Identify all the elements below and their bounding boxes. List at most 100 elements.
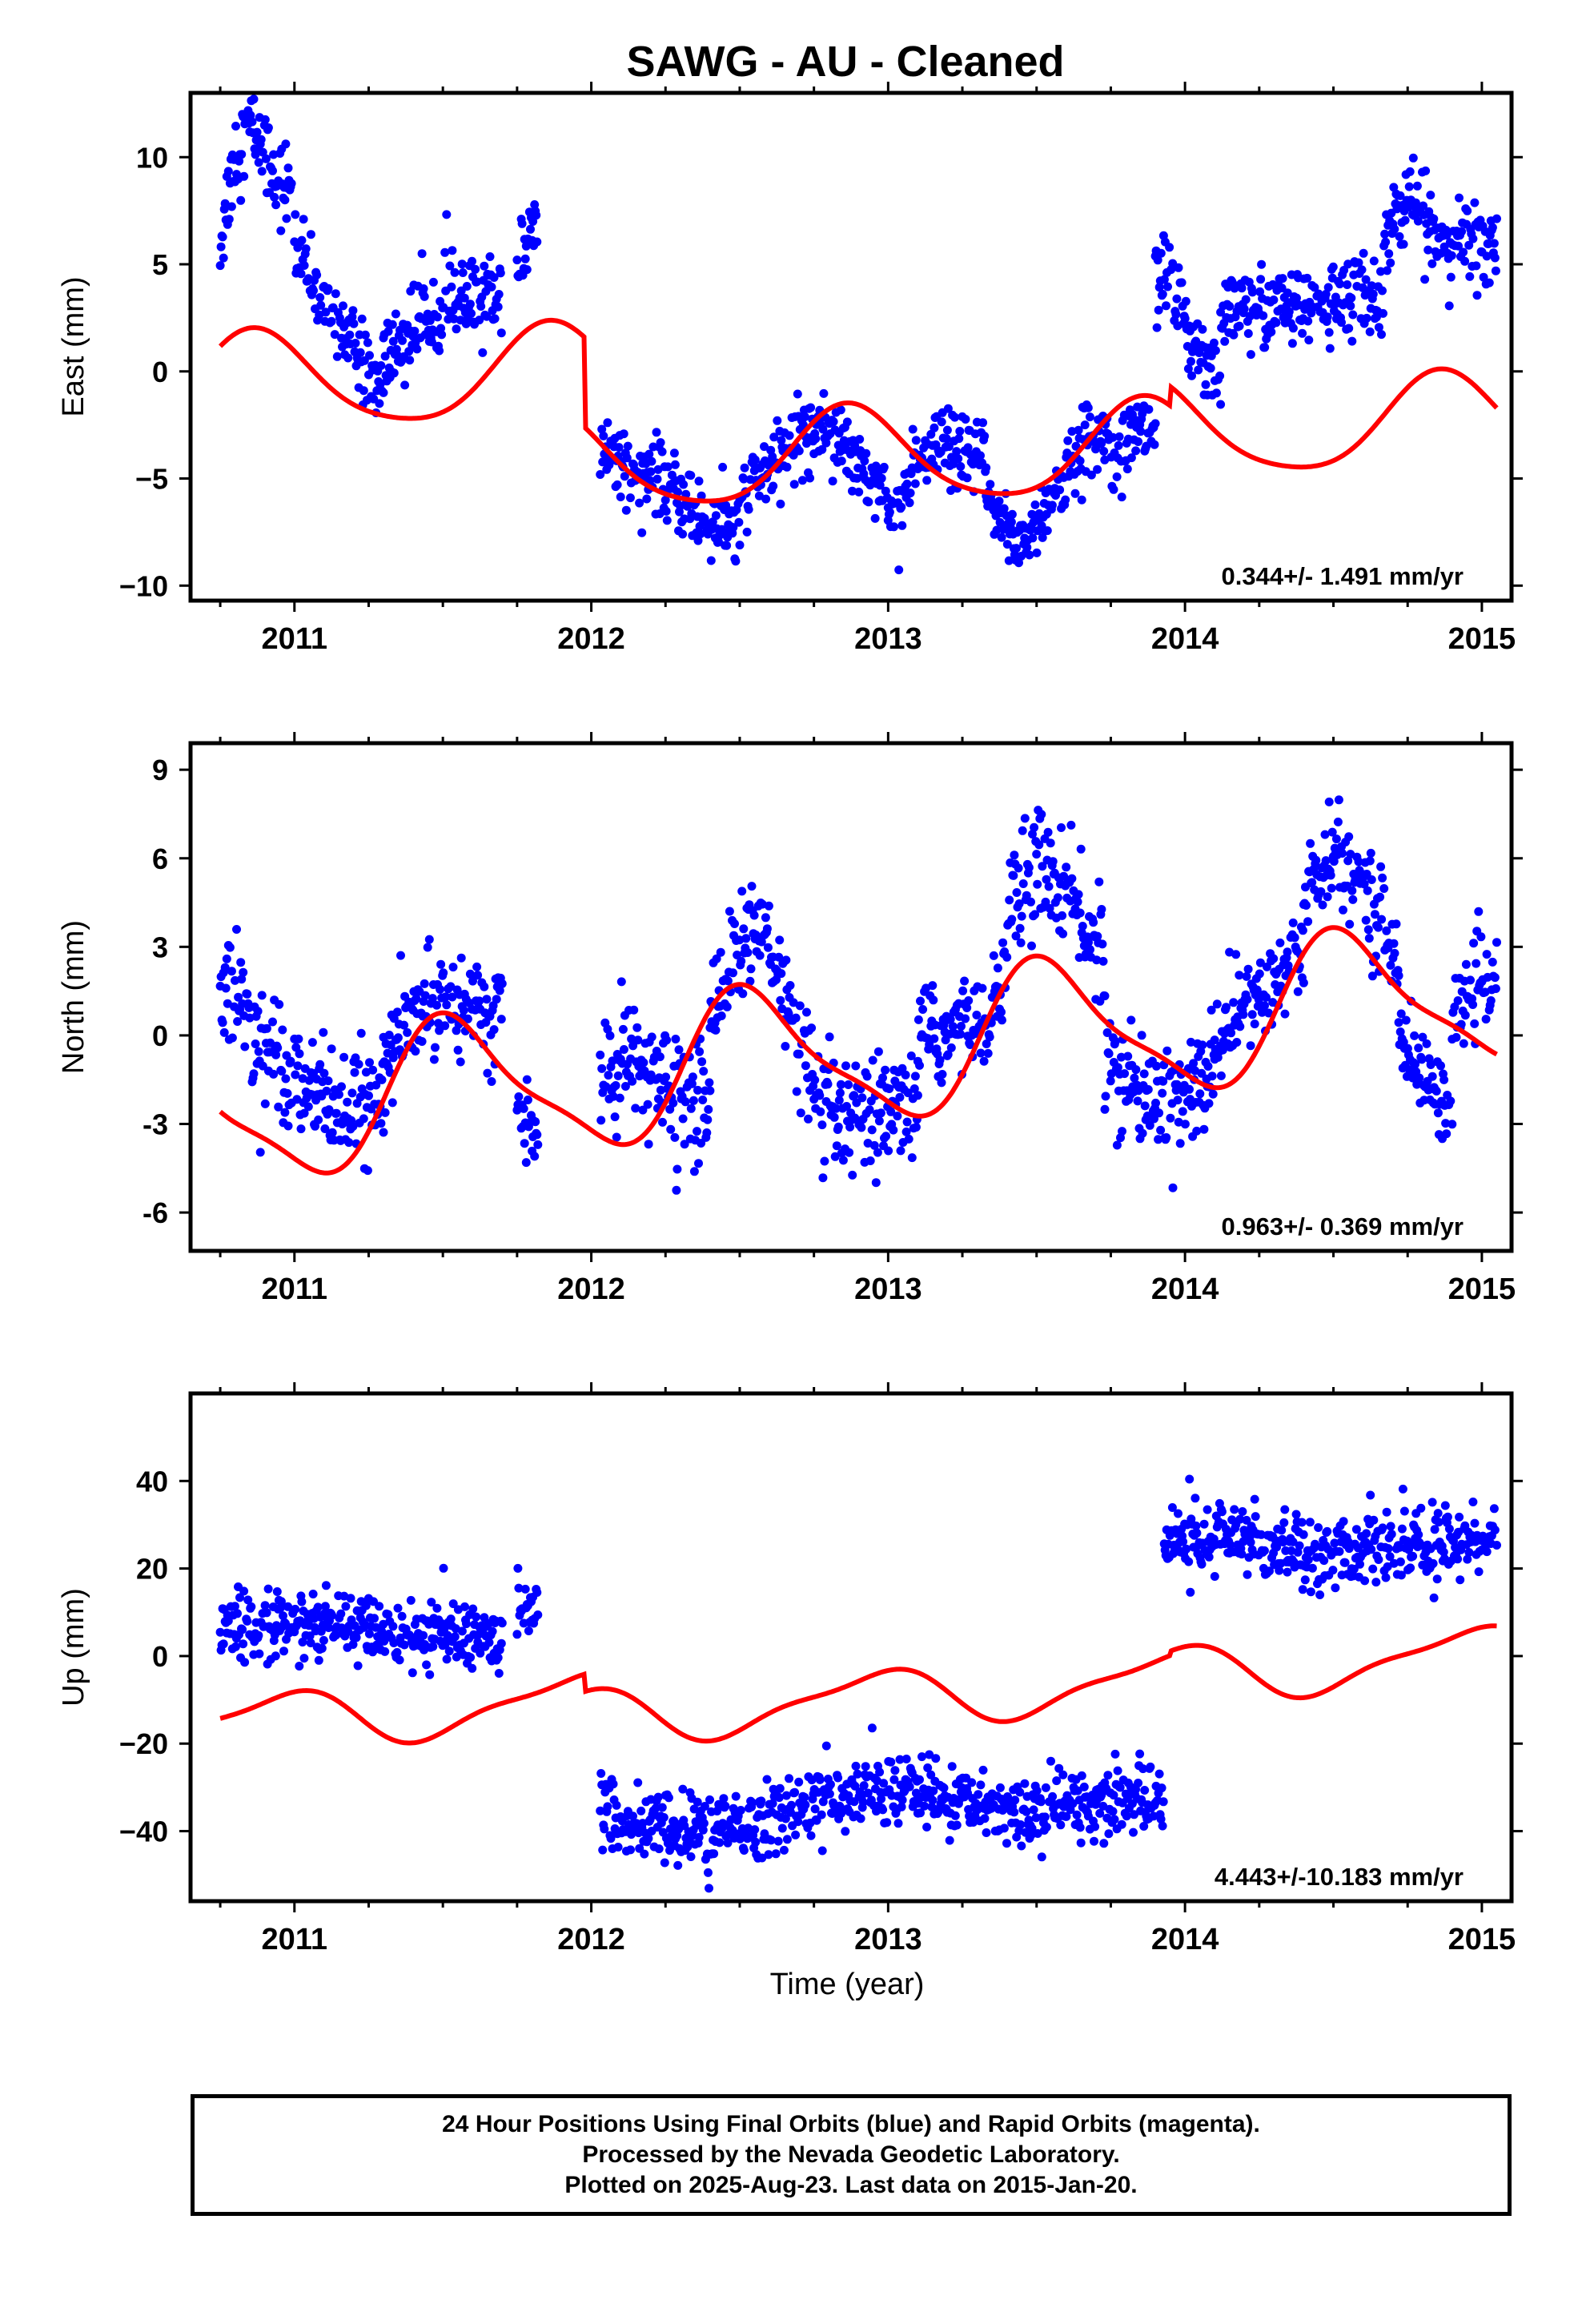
data-point	[818, 1173, 828, 1183]
data-point	[815, 1091, 825, 1100]
data-point	[757, 1796, 766, 1806]
data-point	[615, 1093, 624, 1103]
data-point	[761, 913, 770, 923]
data-point	[1324, 328, 1334, 337]
data-point	[1306, 838, 1315, 848]
data-point	[1024, 862, 1034, 872]
data-point	[661, 1072, 671, 1082]
data-point	[1158, 289, 1167, 299]
data-point	[1430, 1525, 1439, 1534]
data-point	[744, 505, 753, 514]
data-point	[460, 293, 469, 303]
data-point	[1076, 1838, 1086, 1848]
data-point	[1379, 308, 1387, 318]
data-point	[669, 448, 679, 458]
data-point	[440, 247, 450, 257]
data-point	[1198, 324, 1207, 334]
data-point	[1275, 1566, 1284, 1575]
data-point	[1472, 261, 1481, 271]
data-point	[520, 1139, 529, 1148]
y-axis-label: North (mm)	[57, 920, 90, 1074]
data-point	[1215, 371, 1225, 380]
data-point	[939, 1783, 949, 1793]
data-point	[1349, 1564, 1359, 1574]
data-point	[1290, 933, 1299, 943]
data-point	[1337, 318, 1346, 328]
data-point	[448, 1599, 458, 1609]
data-point	[444, 1647, 454, 1656]
data-point	[1403, 203, 1413, 212]
data-point	[494, 290, 504, 299]
data-point	[1062, 1811, 1071, 1821]
data-point	[1016, 1820, 1026, 1829]
data-point	[605, 1031, 615, 1040]
data-point	[796, 1108, 805, 1118]
data-point	[1265, 1566, 1274, 1576]
data-point	[910, 1072, 920, 1081]
data-point	[219, 1027, 229, 1037]
data-point	[622, 453, 632, 463]
data-point	[445, 261, 455, 271]
data-point	[999, 504, 1009, 513]
data-point	[1371, 1578, 1381, 1587]
data-point	[748, 1798, 757, 1807]
data-point	[1068, 1799, 1078, 1808]
data-point	[468, 256, 476, 266]
data-point	[742, 527, 752, 537]
data-point	[1222, 1003, 1231, 1012]
data-point	[746, 964, 756, 974]
data-point	[1130, 1810, 1138, 1819]
data-point	[437, 330, 447, 340]
data-point	[643, 1100, 652, 1109]
data-point	[1139, 1069, 1149, 1079]
data-point	[917, 1752, 926, 1762]
data-point	[1362, 1529, 1371, 1538]
data-point	[292, 1095, 302, 1104]
data-point	[1048, 857, 1058, 866]
data-point	[1413, 216, 1423, 226]
data-point	[1162, 301, 1170, 311]
data-point	[1361, 915, 1371, 925]
data-point	[1379, 884, 1389, 893]
data-point	[303, 1102, 313, 1112]
data-point	[744, 1823, 753, 1833]
data-point	[389, 368, 399, 378]
data-point	[857, 1093, 867, 1103]
data-point	[830, 1152, 840, 1161]
data-point	[420, 292, 429, 301]
data-point	[1220, 336, 1230, 346]
data-point	[1154, 283, 1164, 292]
data-point	[1250, 1494, 1259, 1504]
data-point	[488, 1626, 497, 1636]
data-point	[383, 1610, 393, 1619]
data-point	[427, 1598, 436, 1607]
data-point	[468, 1663, 477, 1673]
data-point	[793, 389, 802, 399]
data-point	[709, 1849, 719, 1859]
data-point	[1355, 1559, 1364, 1569]
data-point	[388, 336, 398, 346]
data-point	[755, 951, 765, 960]
data-point	[459, 1006, 468, 1015]
data-point	[1306, 1587, 1315, 1597]
data-point	[836, 1080, 845, 1089]
data-point	[1280, 1505, 1290, 1514]
data-point	[1183, 364, 1193, 373]
data-point	[911, 1123, 921, 1132]
data-point	[1227, 1028, 1236, 1038]
data-point	[1239, 304, 1249, 314]
data-point	[428, 277, 438, 287]
data-point	[319, 1027, 328, 1037]
data-point	[1243, 964, 1253, 974]
data-point	[456, 953, 466, 963]
data-point	[1208, 1089, 1218, 1099]
data-point	[1002, 952, 1012, 962]
data-point	[1085, 412, 1094, 422]
data-point	[1159, 275, 1169, 284]
data-point	[835, 1088, 845, 1098]
data-point	[1453, 1554, 1463, 1564]
data-point	[1347, 336, 1357, 346]
data-point	[794, 1777, 804, 1787]
data-point	[220, 199, 230, 208]
data-point	[616, 493, 625, 501]
